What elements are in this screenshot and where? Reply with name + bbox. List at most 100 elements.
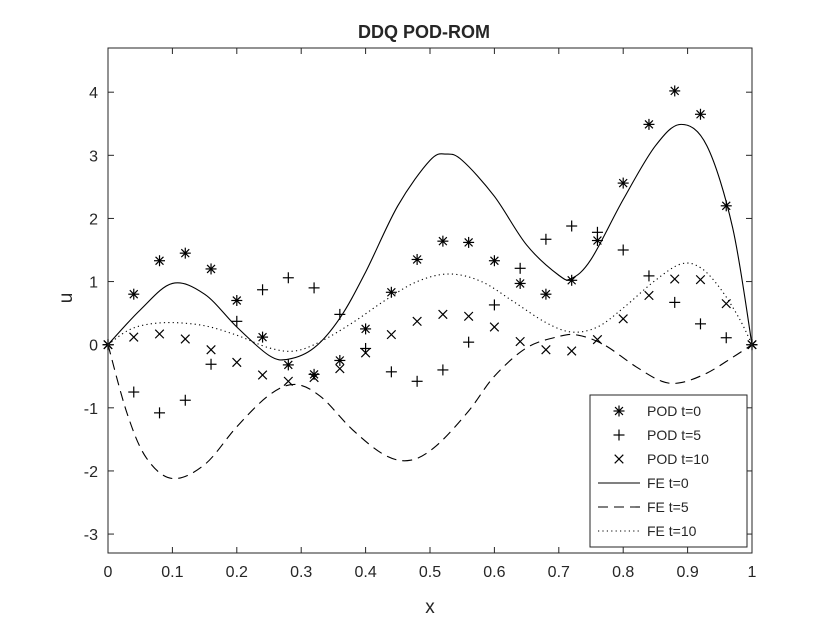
point-pod-t-5-17 <box>540 233 552 245</box>
point-pod-t-5-12 <box>411 375 423 387</box>
point-pod-t-10-9 <box>335 363 345 374</box>
point-pod-t-0-6 <box>257 331 269 343</box>
point-pod-t-5-7 <box>282 272 294 284</box>
point-pod-t-10-19 <box>592 334 603 345</box>
x-tick-label: 0.9 <box>676 564 698 581</box>
point-pod-t-5-2 <box>154 407 166 419</box>
y-tick-label: 4 <box>89 85 98 102</box>
point-pod-t-10-17 <box>541 345 551 355</box>
y-tick-label: 2 <box>89 211 98 228</box>
point-pod-t-5-22 <box>669 296 681 308</box>
legend-marker-pod-t-0 <box>613 405 625 417</box>
point-pod-t-5-9 <box>334 308 346 320</box>
point-pod-t-5-8 <box>308 282 320 294</box>
point-pod-t-5-24 <box>720 332 732 344</box>
point-pod-t-5-14 <box>463 336 475 348</box>
point-pod-t-10-13 <box>438 309 448 320</box>
y-tick-label: -3 <box>84 527 98 544</box>
point-pod-t-10-4 <box>206 345 216 355</box>
legend-label-fe-t-10: FE t=10 <box>647 523 697 539</box>
point-pod-t-10-10 <box>360 348 371 358</box>
point-pod-t-10-11 <box>386 329 397 340</box>
legend-marker-pod-t-10 <box>614 454 624 464</box>
point-pod-t-10-3 <box>180 334 190 344</box>
legend-label-pod-t-5: POD t=5 <box>647 427 701 443</box>
point-pod-t-0-14 <box>463 236 475 248</box>
point-pod-t-5-20 <box>617 244 629 256</box>
legend: POD t=0 POD t=5 POD t=10 FE t=0 FE t=5 FE t=1… <box>589 394 748 548</box>
point-pod-t-10-20 <box>618 314 628 324</box>
point-pod-t-10-2 <box>154 329 165 339</box>
series-line-fe-t-10 <box>107 262 753 352</box>
x-tick-label: 0.5 <box>419 564 441 581</box>
point-pod-t-10-6 <box>257 370 268 380</box>
legend-label-pod-t-0: POD t=0 <box>647 403 701 419</box>
point-pod-t-0-17 <box>540 288 552 300</box>
point-pod-t-0-10 <box>360 323 372 335</box>
point-pod-t-0-1 <box>128 288 140 300</box>
x-tick-label: 0.2 <box>226 564 248 581</box>
y-tick-label: 1 <box>89 275 98 292</box>
point-pod-t-10-23 <box>695 274 706 285</box>
point-pod-t-5-1 <box>128 386 140 398</box>
point-pod-t-10-1 <box>129 332 139 342</box>
series-line-fe-t-5 <box>107 333 753 480</box>
point-pod-t-5-18 <box>566 220 578 232</box>
point-pod-t-10-15 <box>489 322 500 332</box>
x-tick-label: 0 <box>104 564 113 581</box>
point-pod-t-0-20 <box>617 177 629 189</box>
y-tick-label: -2 <box>84 464 98 481</box>
point-pod-t-10-24 <box>721 298 731 309</box>
x-tick-label: 0.6 <box>483 564 505 581</box>
point-pod-t-5-6 <box>257 284 269 296</box>
legend-label-fe-t-0: FE t=0 <box>647 475 689 491</box>
point-pod-t-0-21 <box>643 118 655 130</box>
point-pod-t-10-7 <box>283 376 294 387</box>
point-pod-t-0-18 <box>566 274 578 286</box>
point-pod-t-0-11 <box>385 286 397 298</box>
point-pod-t-0-15 <box>488 255 500 267</box>
plot-area <box>102 85 758 480</box>
y-tick-label: -1 <box>84 401 98 418</box>
point-pod-t-0-5 <box>231 295 243 306</box>
point-pod-t-0-7 <box>282 359 294 371</box>
point-pod-t-0-9 <box>334 354 346 366</box>
legend-label-fe-t-5: FE t=5 <box>647 499 689 515</box>
point-pod-t-5-21 <box>643 270 655 282</box>
point-pod-t-0-12 <box>411 253 423 265</box>
point-pod-t-5-15 <box>488 299 500 311</box>
point-pod-t-0-19 <box>591 235 603 247</box>
point-pod-t-10-12 <box>412 316 422 327</box>
point-pod-t-5-23 <box>694 318 706 330</box>
point-pod-t-5-4 <box>205 358 217 370</box>
point-pod-t-5-5 <box>231 315 243 327</box>
x-tick-label: 0.4 <box>354 564 376 581</box>
point-pod-t-10-22 <box>670 274 680 284</box>
axes: 0 0.1 0.2 0.3 0.4 0.5 0.6 0.7 0.8 0.9 1 -3 -2 -1 0 1 2 3 4 <box>84 47 757 581</box>
point-pod-t-0-2 <box>154 255 166 267</box>
legend-label-pod-t-10: POD t=10 <box>647 451 709 467</box>
x-tick-label: 0.7 <box>548 564 570 581</box>
point-pod-t-10-8 <box>309 372 319 383</box>
point-pod-t-5-19 <box>591 226 603 238</box>
point-pod-t-10-18 <box>566 346 577 356</box>
legend-box <box>589 394 748 548</box>
point-pod-t-5-13 <box>437 364 449 376</box>
y-tick-label: 0 <box>89 338 98 355</box>
y-axis-label: u <box>56 293 77 304</box>
point-pod-t-0-23 <box>694 108 706 120</box>
point-pod-t-5-11 <box>385 366 397 378</box>
point-pod-t-5-3 <box>179 394 191 406</box>
x-tick-label: 0.8 <box>612 564 634 581</box>
point-pod-t-10-16 <box>515 336 525 347</box>
chart-title: DDQ POD-ROM <box>358 22 490 42</box>
legend-marker-pod-t-5 <box>613 429 625 441</box>
x-axis-label: x <box>425 597 435 618</box>
point-pod-t-10-14 <box>463 311 474 321</box>
point-pod-t-5-16 <box>514 262 526 274</box>
point-pod-t-10-5 <box>232 357 242 368</box>
point-pod-t-10-21 <box>644 290 654 301</box>
point-pod-t-0-24 <box>720 200 732 212</box>
point-pod-t-0-4 <box>205 263 217 275</box>
